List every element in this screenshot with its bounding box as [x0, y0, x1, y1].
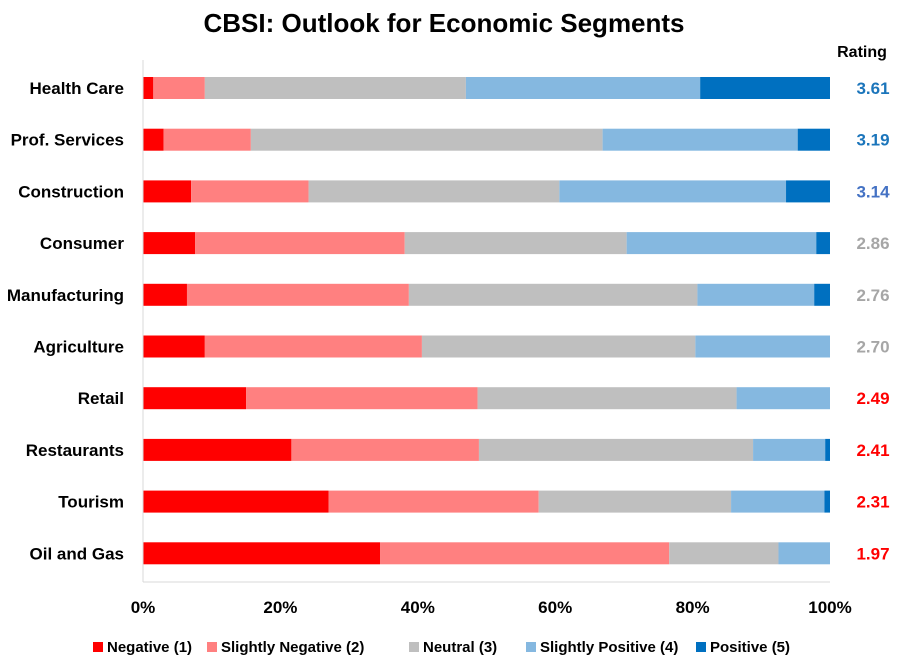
rating-value-construction: 3.14 — [856, 182, 890, 201]
rating-header: Rating — [837, 44, 887, 61]
bar-construction-series-2 — [191, 180, 309, 203]
rating-values: 3.61 3.19 3.14 2.86 2.76 2.70 2.49 2.41 2.31 1.97 — [856, 79, 890, 563]
bar-agriculture-series-3 — [421, 335, 696, 358]
x-axis: 0% 20% 40% 60% 80% 100% — [131, 60, 852, 617]
category-label-agriculture: Agriculture — [33, 338, 124, 357]
bar-consumer-series-2 — [195, 232, 405, 255]
bar-restaurants-series-1 — [143, 438, 292, 461]
x-tick-label: 100% — [808, 598, 851, 617]
bar-prof-services-series-1 — [143, 128, 164, 151]
rating-value-agriculture: 2.70 — [856, 338, 889, 357]
bar-health-care-series-3 — [204, 77, 466, 99]
x-tick-label: 20% — [263, 598, 297, 617]
legend-label-3: Neutral (3) — [423, 639, 497, 656]
category-label-retail: Retail — [78, 389, 124, 408]
bar-prof-services-series-3 — [250, 128, 603, 151]
bar-tourism-series-4 — [731, 490, 825, 513]
rating-value-tourism: 2.31 — [856, 493, 889, 512]
bar-prof-services-series-2 — [163, 128, 251, 151]
legend-swatch-5 — [696, 642, 706, 652]
bar-manufacturing-series-5 — [814, 283, 830, 306]
bar-agriculture-series-2 — [204, 335, 422, 358]
bar-retail-series-4 — [736, 387, 830, 410]
rating-value-prof-services: 3.19 — [856, 131, 889, 150]
bar-manufacturing-series-4 — [697, 283, 815, 306]
chart-title: CBSI: Outlook for Economic Segments — [203, 8, 684, 38]
bar-health-care-series-4 — [465, 77, 701, 99]
rating-value-manufacturing: 2.76 — [856, 286, 889, 305]
rating-value-health-care: 3.61 — [856, 79, 889, 98]
rating-value-retail: 2.49 — [856, 389, 889, 408]
bar-construction-series-5 — [786, 180, 830, 203]
bar-construction-series-1 — [143, 180, 192, 203]
legend-swatch-2 — [207, 642, 217, 652]
bar-oil-and-gas-series-3 — [669, 542, 779, 565]
legend-label-2: Slightly Negative (2) — [221, 639, 364, 656]
bar-construction-series-4 — [559, 180, 787, 203]
bar-oil-and-gas-series-2 — [380, 542, 670, 565]
bar-restaurants-series-2 — [291, 438, 479, 461]
category-label-health-care: Health Care — [30, 79, 124, 98]
bar-health-care-series-2 — [153, 77, 205, 99]
x-tick-label: 60% — [538, 598, 572, 617]
bar-health-care-series-5 — [700, 77, 830, 99]
category-label-consumer: Consumer — [40, 234, 124, 253]
bar-oil-and-gas-series-1 — [143, 542, 381, 565]
bar-consumer-series-5 — [816, 232, 830, 255]
legend-swatch-3 — [409, 642, 419, 652]
legend-label-5: Positive (5) — [710, 639, 790, 656]
legend-label-1: Negative (1) — [107, 639, 192, 656]
bar-restaurants-series-4 — [753, 438, 826, 461]
bar-consumer-series-1 — [143, 232, 196, 255]
bar-consumer-series-4 — [626, 232, 817, 255]
category-label-manufacturing: Manufacturing — [7, 286, 124, 305]
bar-tourism-series-5 — [824, 490, 830, 513]
bar-tourism-series-3 — [538, 490, 732, 513]
category-labels: Health Care Prof. Services Construction Con… — [7, 79, 124, 563]
bar-consumer-series-3 — [404, 232, 627, 255]
bar-retail-series-3 — [477, 387, 737, 410]
bar-restaurants-series-3 — [478, 438, 754, 461]
bar-tourism-series-1 — [143, 490, 329, 513]
category-label-tourism: Tourism — [58, 493, 124, 512]
category-label-oil-and-gas: Oil and Gas — [30, 544, 124, 563]
bar-tourism-series-2 — [328, 490, 539, 513]
bar-prof-services-series-4 — [602, 128, 798, 151]
legend-swatch-1 — [93, 642, 103, 652]
category-label-restaurants: Restaurants — [26, 441, 124, 460]
bar-retail-series-1 — [143, 387, 247, 410]
bar-agriculture-series-4 — [695, 335, 830, 358]
bar-health-care-series-1 — [143, 77, 154, 99]
bar-manufacturing-series-3 — [408, 283, 698, 306]
legend-label-4: Slightly Positive (4) — [540, 639, 678, 656]
x-tick-label: 0% — [131, 598, 156, 617]
bar-retail-series-2 — [246, 387, 478, 410]
bar-manufacturing-series-1 — [143, 283, 187, 306]
category-label-construction: Construction — [18, 182, 124, 201]
rating-value-restaurants: 2.41 — [856, 441, 889, 460]
rating-value-consumer: 2.86 — [856, 234, 889, 253]
bar-agriculture-series-1 — [143, 335, 205, 358]
bar-manufacturing-series-2 — [186, 283, 409, 306]
rating-value-oil-and-gas: 1.97 — [856, 544, 889, 563]
category-label-prof-services: Prof. Services — [11, 131, 124, 150]
bar-construction-series-3 — [308, 180, 560, 203]
legend: Negative (1) Slightly Negative (2) Neutral… — [93, 639, 790, 656]
legend-swatch-4 — [526, 642, 536, 652]
bar-prof-services-series-5 — [797, 128, 830, 151]
x-tick-label: 40% — [401, 598, 435, 617]
x-tick-label: 80% — [676, 598, 710, 617]
bar-restaurants-series-5 — [825, 438, 830, 461]
bars-group — [143, 77, 830, 565]
bar-oil-and-gas-series-4 — [778, 542, 830, 565]
